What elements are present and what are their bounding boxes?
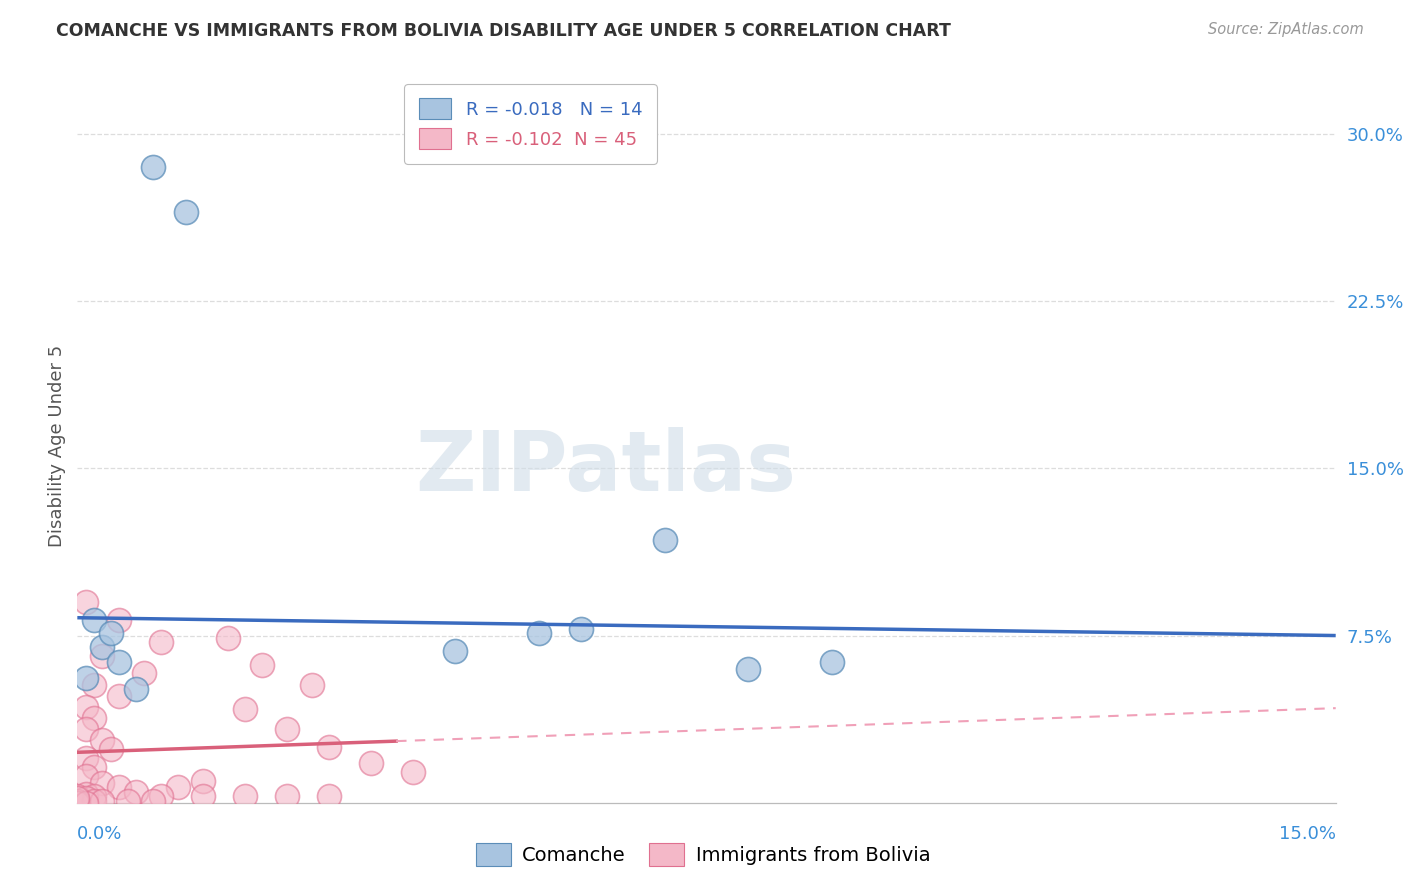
Point	[191, 773, 215, 788]
Point	[83, 711, 105, 725]
Text: 15.0%: 15.0%	[1278, 825, 1336, 843]
Point	[125, 785, 148, 799]
Point	[108, 780, 131, 794]
Point	[444, 644, 467, 658]
Point	[134, 666, 156, 681]
Point	[737, 662, 759, 676]
Point	[75, 699, 97, 714]
Point	[83, 613, 105, 627]
Point	[66, 791, 89, 805]
Point	[167, 780, 190, 794]
Legend: R = -0.018   N = 14, R = -0.102  N = 45: R = -0.018 N = 14, R = -0.102 N = 45	[404, 84, 657, 163]
Text: ZIPatlas: ZIPatlas	[415, 427, 796, 508]
Point	[176, 204, 198, 219]
Point	[125, 681, 148, 696]
Point	[360, 756, 382, 770]
Point	[108, 689, 131, 703]
Y-axis label: Disability Age Under 5: Disability Age Under 5	[48, 345, 66, 547]
Point	[527, 626, 550, 640]
Point	[233, 702, 256, 716]
Point	[150, 789, 173, 803]
Point	[191, 789, 215, 803]
Point	[233, 789, 256, 803]
Point	[91, 640, 114, 654]
Point	[83, 760, 105, 774]
Point	[142, 161, 165, 175]
Point	[75, 595, 97, 609]
Point	[75, 751, 97, 765]
Point	[142, 794, 165, 808]
Point	[66, 796, 89, 810]
Point	[217, 631, 239, 645]
Legend: Comanche, Immigrants from Bolivia: Comanche, Immigrants from Bolivia	[468, 835, 938, 873]
Point	[66, 794, 89, 808]
Point	[276, 723, 298, 737]
Point	[75, 723, 97, 737]
Point	[276, 789, 298, 803]
Point	[108, 613, 131, 627]
Point	[100, 742, 122, 756]
Point	[569, 622, 592, 636]
Point	[75, 787, 97, 801]
Point	[83, 678, 105, 692]
Point	[318, 740, 340, 755]
Point	[318, 789, 340, 803]
Text: Source: ZipAtlas.com: Source: ZipAtlas.com	[1208, 22, 1364, 37]
Point	[91, 775, 114, 790]
Point	[75, 671, 97, 685]
Text: COMANCHE VS IMMIGRANTS FROM BOLIVIA DISABILITY AGE UNDER 5 CORRELATION CHART: COMANCHE VS IMMIGRANTS FROM BOLIVIA DISA…	[56, 22, 950, 40]
Point	[250, 657, 273, 672]
Point	[83, 794, 105, 808]
Point	[83, 789, 105, 803]
Point	[100, 626, 122, 640]
Point	[117, 794, 139, 808]
Point	[75, 769, 97, 783]
Point	[66, 789, 89, 803]
Point	[75, 791, 97, 805]
Point	[108, 655, 131, 669]
Point	[402, 764, 425, 779]
Point	[91, 794, 114, 808]
Point	[75, 796, 97, 810]
Point	[301, 678, 323, 692]
Point	[150, 635, 173, 649]
Point	[654, 533, 676, 547]
Point	[821, 655, 844, 669]
Text: 0.0%: 0.0%	[77, 825, 122, 843]
Point	[91, 733, 114, 747]
Point	[91, 648, 114, 663]
